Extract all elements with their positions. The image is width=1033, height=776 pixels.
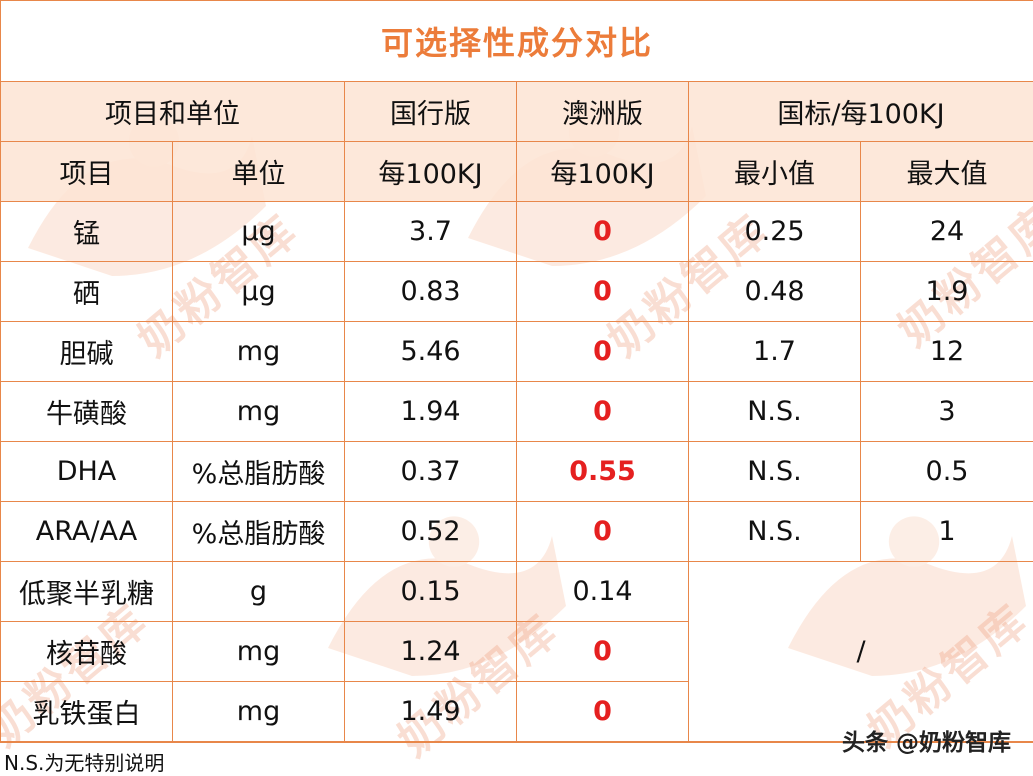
- cell-min: 0.25: [689, 202, 861, 262]
- cell-australia: 0: [517, 682, 689, 742]
- cell-domestic: 1.94: [345, 382, 517, 442]
- cell-max: 12: [861, 322, 1033, 382]
- cell-min: 1.7: [689, 322, 861, 382]
- cell-item: ARA/AA: [1, 502, 173, 562]
- table-row: 硒 μg 0.83 0 0.48 1.9: [1, 262, 1033, 322]
- cell-unit: μg: [173, 262, 345, 322]
- cell-australia: 0.14: [517, 562, 689, 622]
- cell-domestic: 1.49: [345, 682, 517, 742]
- cell-australia: 0: [517, 502, 689, 562]
- cell-unit: mg: [173, 322, 345, 382]
- cell-australia: 0: [517, 622, 689, 682]
- cell-unit: mg: [173, 382, 345, 442]
- cell-australia: 0: [517, 262, 689, 322]
- cell-domestic: 1.24: [345, 622, 517, 682]
- cell-min: N.S.: [689, 442, 861, 502]
- subheader-item: 项目: [1, 142, 173, 202]
- header-australia-version: 澳洲版: [517, 82, 689, 142]
- cell-unit: %总脂肪酸: [173, 442, 345, 502]
- cell-min: 0.48: [689, 262, 861, 322]
- header-domestic-version: 国行版: [345, 82, 517, 142]
- subheader-unit: 单位: [173, 142, 345, 202]
- cell-item: 锰: [1, 202, 173, 262]
- header-item-unit: 项目和单位: [1, 82, 345, 142]
- cell-item: 硒: [1, 262, 173, 322]
- cell-domestic: 0.37: [345, 442, 517, 502]
- cell-max: 1.9: [861, 262, 1033, 322]
- cell-unit: mg: [173, 682, 345, 742]
- cell-australia: 0.55: [517, 442, 689, 502]
- cell-unit: g: [173, 562, 345, 622]
- cell-item: 乳铁蛋白: [1, 682, 173, 742]
- brand-watermark: 头条 @奶粉智库: [842, 723, 1011, 757]
- cell-domestic: 3.7: [345, 202, 517, 262]
- cell-item: 低聚半乳糖: [1, 562, 173, 622]
- cell-min: N.S.: [689, 502, 861, 562]
- table-row: DHA %总脂肪酸 0.37 0.55 N.S. 0.5: [1, 442, 1033, 502]
- cell-unit: μg: [173, 202, 345, 262]
- cell-item: 牛磺酸: [1, 382, 173, 442]
- cell-unit: mg: [173, 622, 345, 682]
- subheader-australia-per100kj: 每100KJ: [517, 142, 689, 202]
- comparison-table: 可选择性成分对比 项目和单位 国行版 澳洲版 国标/每100KJ 项目 单位 每…: [0, 0, 1033, 742]
- cell-max: 0.5: [861, 442, 1033, 502]
- cell-australia: 0: [517, 322, 689, 382]
- table-row: 胆碱 mg 5.46 0 1.7 12: [1, 322, 1033, 382]
- footnote: N.S.为无特别说明: [4, 747, 164, 776]
- cell-domestic: 0.83: [345, 262, 517, 322]
- cell-max: 24: [861, 202, 1033, 262]
- cell-domestic: 5.46: [345, 322, 517, 382]
- table-row: 低聚半乳糖 g 0.15 0.14 /: [1, 562, 1033, 622]
- table-row: 锰 μg 3.7 0 0.25 24: [1, 202, 1033, 262]
- subheader-max: 最大值: [861, 142, 1033, 202]
- cell-domestic: 0.15: [345, 562, 517, 622]
- subheader-domestic-per100kj: 每100KJ: [345, 142, 517, 202]
- table-row: ARA/AA %总脂肪酸 0.52 0 N.S. 1: [1, 502, 1033, 562]
- cell-item: DHA: [1, 442, 173, 502]
- table-row: 牛磺酸 mg 1.94 0 N.S. 3: [1, 382, 1033, 442]
- cell-item: 胆碱: [1, 322, 173, 382]
- cell-item: 核苷酸: [1, 622, 173, 682]
- cell-standard-not-applicable: /: [689, 562, 1033, 742]
- cell-domestic: 0.52: [345, 502, 517, 562]
- page-title: 可选择性成分对比: [1, 1, 1033, 82]
- subheader-min: 最小值: [689, 142, 861, 202]
- cell-australia: 0: [517, 202, 689, 262]
- cell-min: N.S.: [689, 382, 861, 442]
- header-national-standard: 国标/每100KJ: [689, 82, 1033, 142]
- cell-australia: 0: [517, 382, 689, 442]
- cell-unit: %总脂肪酸: [173, 502, 345, 562]
- cell-max: 3: [861, 382, 1033, 442]
- cell-max: 1: [861, 502, 1033, 562]
